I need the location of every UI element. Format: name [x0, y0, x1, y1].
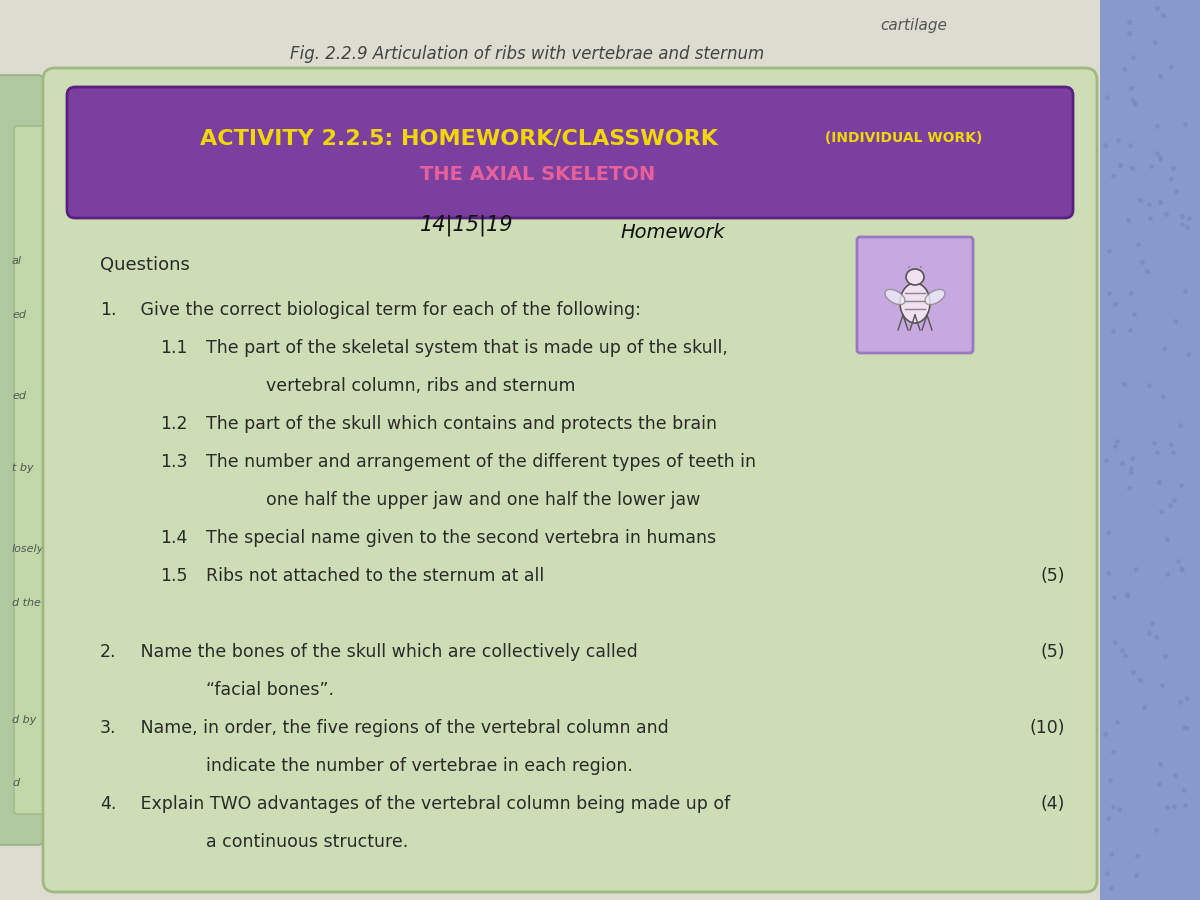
Text: d: d [12, 778, 19, 788]
Text: 1.5: 1.5 [160, 567, 187, 585]
Text: d by: d by [12, 715, 36, 725]
Text: ed: ed [12, 310, 26, 320]
Text: 1.2: 1.2 [160, 415, 187, 433]
Text: one half the upper jaw and one half the lower jaw: one half the upper jaw and one half the … [256, 491, 701, 509]
Text: Explain TWO advantages of the vertebral column being made up of: Explain TWO advantages of the vertebral … [134, 795, 731, 813]
Text: cartilage: cartilage [880, 18, 947, 33]
Text: losely: losely [12, 544, 44, 554]
Text: Fig. 2.2.9 Articulation of ribs with vertebrae and sternum: Fig. 2.2.9 Articulation of ribs with ver… [290, 45, 764, 63]
Text: al: al [12, 256, 22, 266]
Text: a continuous structure.: a continuous structure. [194, 833, 408, 851]
Text: 1.: 1. [100, 301, 116, 319]
Text: Name the bones of the skull which are collectively called: Name the bones of the skull which are co… [134, 643, 637, 661]
Bar [1100, 0, 1200, 900]
Ellipse shape [886, 290, 905, 304]
Ellipse shape [900, 283, 930, 323]
Text: The special name given to the second vertebra in humans: The special name given to the second ver… [194, 529, 716, 547]
FancyBboxPatch shape [857, 237, 973, 353]
Text: (4): (4) [1040, 795, 1066, 813]
Text: 1.3: 1.3 [160, 453, 187, 471]
FancyBboxPatch shape [67, 87, 1073, 218]
Text: (5): (5) [1040, 643, 1066, 661]
Text: The part of the skeletal system that is made up of the skull,: The part of the skeletal system that is … [194, 339, 728, 357]
Text: Give the correct biological term for each of the following:: Give the correct biological term for eac… [134, 301, 641, 319]
Text: ACTIVITY 2.2.5: HOMEWORK/CLASSWORK: ACTIVITY 2.2.5: HOMEWORK/CLASSWORK [200, 128, 718, 148]
Text: 1.4: 1.4 [160, 529, 187, 547]
Text: Ribs not attached to the sternum at all: Ribs not attached to the sternum at all [194, 567, 545, 585]
Text: 3.: 3. [100, 719, 116, 737]
Text: vertebral column, ribs and sternum: vertebral column, ribs and sternum [256, 377, 576, 395]
FancyBboxPatch shape [14, 126, 50, 814]
Text: “facial bones”.: “facial bones”. [194, 681, 334, 699]
Ellipse shape [925, 290, 944, 304]
Text: 14|15|19: 14|15|19 [420, 214, 514, 236]
Text: (5): (5) [1040, 567, 1066, 585]
Text: t by: t by [12, 463, 34, 473]
Text: Homework: Homework [620, 222, 725, 241]
Text: 2.: 2. [100, 643, 116, 661]
Text: indicate the number of vertebrae in each region.: indicate the number of vertebrae in each… [194, 757, 632, 775]
Text: Questions: Questions [100, 256, 190, 274]
Text: THE AXIAL SKELETON: THE AXIAL SKELETON [420, 166, 655, 184]
Text: (INDIVIDUAL WORK): (INDIVIDUAL WORK) [820, 131, 983, 145]
Text: Name, in order, the five regions of the vertebral column and: Name, in order, the five regions of the … [134, 719, 668, 737]
Text: (10): (10) [1030, 719, 1066, 737]
Text: The number and arrangement of the different types of teeth in: The number and arrangement of the differ… [194, 453, 756, 471]
Ellipse shape [906, 269, 924, 285]
FancyBboxPatch shape [43, 68, 1097, 892]
FancyBboxPatch shape [0, 75, 43, 845]
Text: The part of the skull which contains and protects the brain: The part of the skull which contains and… [194, 415, 718, 433]
Text: 4.: 4. [100, 795, 116, 813]
Text: ed: ed [12, 391, 26, 401]
Text: 1.1: 1.1 [160, 339, 187, 357]
Text: d the: d the [12, 598, 41, 608]
